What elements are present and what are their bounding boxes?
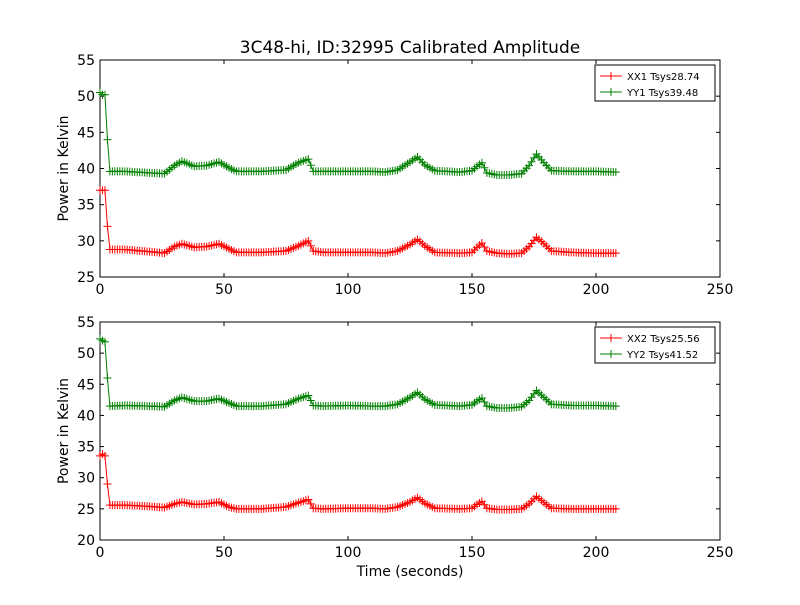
- series-marker-2-2: [103, 374, 112, 383]
- x-tick-label-2: 0: [96, 545, 105, 561]
- series-marker-1-1: [611, 249, 620, 258]
- series-marker-2-2: [477, 393, 486, 402]
- y-tick-label-2: 20: [77, 533, 95, 549]
- series-marker-1-2: [304, 155, 313, 164]
- y-tick-label-1: 25: [77, 270, 95, 286]
- legend-label-2-2: YY2 Tsys41.52: [626, 350, 698, 361]
- y-tick-label-2: 45: [77, 377, 95, 393]
- x-axis-label-2: Time (seconds): [356, 564, 464, 580]
- x-tick-label-2: 50: [215, 545, 233, 561]
- legend-swatch-marker-2-2: [607, 350, 615, 358]
- legend-box-2: [594, 326, 716, 364]
- x-tick-label-1: 0: [96, 282, 105, 298]
- y-tick-label-2: 50: [77, 346, 95, 362]
- legend-swatch-marker-1-1: [607, 72, 615, 80]
- series-marker-2-1: [304, 495, 313, 504]
- x-tick-label-1: 250: [707, 282, 734, 298]
- y-axis-label-1: Power in Kelvin: [56, 115, 72, 221]
- series-marker-1-1: [100, 186, 109, 195]
- series-marker-1-2: [103, 135, 112, 144]
- series-marker-1-2: [100, 90, 109, 99]
- series-marker-2-2: [304, 391, 313, 400]
- x-tick-label-1: 100: [335, 282, 362, 298]
- y-tick-label-2: 25: [77, 502, 95, 518]
- series-marker-2-2: [611, 402, 620, 411]
- series-marker-2-2: [480, 398, 489, 407]
- x-tick-label-2: 250: [707, 545, 734, 561]
- series-marker-2-1: [611, 504, 620, 513]
- y-tick-label-2: 40: [77, 408, 95, 424]
- series-marker-1-2: [611, 168, 620, 177]
- series-marker-1-2: [477, 158, 486, 167]
- series-marker-1-1: [103, 222, 112, 231]
- y-tick-label-1: 35: [77, 198, 95, 214]
- series-marker-1-2: [480, 163, 489, 172]
- y-tick-label-1: 30: [77, 234, 95, 250]
- x-tick-label-2: 200: [583, 545, 610, 561]
- series-marker-2-1: [100, 451, 109, 460]
- x-tick-label-2: 150: [459, 545, 486, 561]
- y-tick-label-2: 35: [77, 440, 95, 456]
- series-marker-2-1: [103, 479, 112, 488]
- legend-label-1-1: XX1 Tsys28.74: [627, 72, 700, 83]
- legend-label-2-1: XX2 Tsys25.56: [627, 334, 700, 345]
- x-tick-label-1: 50: [215, 282, 233, 298]
- x-tick-label-2: 100: [335, 545, 362, 561]
- x-tick-label-1: 150: [459, 282, 486, 298]
- y-tick-label-1: 55: [77, 53, 95, 69]
- y-tick-label-1: 40: [77, 162, 95, 178]
- y-tick-label-1: 50: [77, 89, 95, 105]
- series-marker-2-1: [306, 499, 315, 508]
- y-tick-label-2: 30: [77, 471, 95, 487]
- series-marker-1-2: [306, 161, 315, 170]
- series-marker-1-1: [304, 236, 313, 245]
- chart-title: 3C48-hi, ID:32995 Calibrated Amplitude: [240, 38, 580, 58]
- y-tick-label-1: 45: [77, 125, 95, 141]
- legend-swatch-marker-2-1: [607, 334, 615, 342]
- series-marker-1-1: [306, 241, 315, 250]
- y-axis-label-2: Power in Kelvin: [56, 378, 72, 484]
- y-tick-label-2: 55: [77, 315, 95, 331]
- legend-label-1-2: YY1 Tsys39.48: [626, 88, 698, 99]
- legend-swatch-marker-1-2: [607, 88, 615, 96]
- legend-box-1: [594, 64, 716, 102]
- series-marker-2-2: [306, 396, 315, 405]
- series-marker-2-2: [100, 337, 109, 346]
- x-tick-label-1: 200: [583, 282, 610, 298]
